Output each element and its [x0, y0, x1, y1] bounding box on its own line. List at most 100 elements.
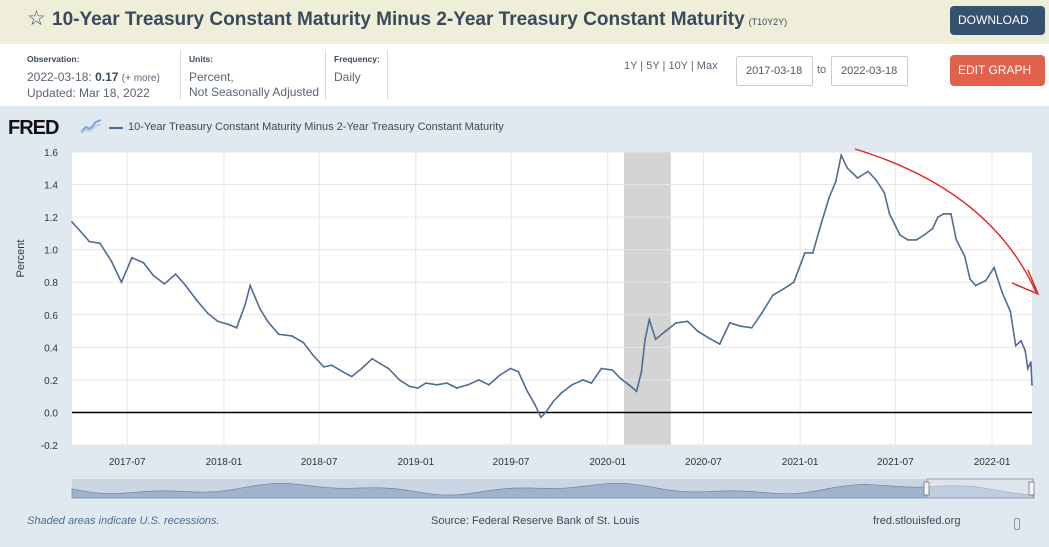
observation-date: 2022-03-18: — [27, 70, 92, 84]
data-point — [804, 252, 806, 254]
data-point — [739, 325, 742, 328]
data-point — [526, 390, 529, 393]
annotation-arrowhead — [1011, 269, 1040, 296]
navigator-area — [71, 482, 1035, 499]
data-point — [993, 266, 995, 269]
data-point — [330, 364, 333, 367]
data-point — [436, 383, 438, 386]
data-point — [820, 222, 823, 225]
data-point — [99, 242, 101, 245]
data-point — [828, 196, 830, 199]
data-point — [590, 382, 593, 384]
data-point — [1001, 291, 1003, 293]
data-point — [969, 278, 971, 280]
data-point — [1031, 383, 1033, 386]
units-label: Units: — [189, 54, 214, 64]
y-tick-label: -0.2 — [41, 441, 59, 452]
data-point — [371, 357, 374, 360]
data-point — [499, 374, 501, 376]
data-point — [750, 326, 753, 329]
data-point — [846, 167, 849, 170]
data-point — [322, 366, 325, 368]
data-point — [249, 284, 252, 287]
y-tick-label: 0.6 — [44, 311, 58, 322]
data-point — [312, 354, 315, 357]
navigator-handle-right[interactable] — [1028, 481, 1035, 496]
legend-swatch — [109, 127, 123, 129]
frequency-value: Daily — [334, 70, 361, 84]
y-tick-label: 0.8 — [44, 278, 58, 289]
data-point — [71, 221, 73, 223]
x-tick-label: 2019-07 — [493, 457, 530, 468]
y-tick-label: 1.2 — [44, 213, 58, 224]
data-point — [244, 304, 246, 306]
x-tick-label: 2022-01 — [974, 457, 1011, 468]
y-tick-label: 0.0 — [44, 408, 58, 419]
units-line2: Not Seasonally Adjusted — [189, 85, 320, 99]
data-point — [235, 326, 238, 329]
fullscreen-icon[interactable] — [1014, 518, 1020, 530]
data-point — [1020, 339, 1022, 342]
observation-block: Observation: 2022-03-18: 0.17 (+ more) U… — [27, 52, 160, 101]
data-point — [582, 379, 584, 381]
y-tick-label: 0.2 — [44, 376, 58, 387]
navigator-handle-left[interactable] — [923, 481, 930, 496]
start-date-input[interactable]: 2017-03-18 — [736, 56, 813, 86]
data-point — [760, 312, 763, 314]
data-point — [360, 367, 363, 370]
units-line1: Percent, — [189, 70, 234, 84]
data-point — [488, 383, 490, 386]
site-text: fred.stlouisfed.org — [873, 515, 961, 527]
observation-value: 0.17 — [95, 70, 119, 84]
updated-text: Updated: Mar 18, 2022 — [27, 86, 150, 100]
data-point — [771, 294, 774, 297]
data-point — [963, 255, 966, 258]
data-point — [686, 320, 689, 323]
y-tick-label: 1.0 — [44, 246, 58, 257]
y-axis-label: Percent — [15, 240, 27, 278]
edit-graph-button[interactable]: EDIT GRAPH ⚙ — [950, 55, 1045, 108]
data-point — [446, 382, 448, 384]
recession-note: Shaded areas indicate U.S. recessions. — [27, 515, 220, 527]
data-point — [955, 239, 958, 241]
data-point — [227, 323, 230, 326]
data-point — [174, 273, 177, 275]
data-point — [923, 234, 926, 236]
data-point — [258, 307, 261, 310]
data-point — [835, 180, 837, 183]
x-tick-label: 2018-07 — [301, 457, 338, 468]
data-point — [635, 390, 638, 393]
data-point — [552, 400, 555, 402]
data-point — [195, 299, 198, 301]
more-link[interactable]: (+ more) — [121, 73, 160, 84]
data-point — [398, 379, 401, 381]
data-point — [163, 283, 166, 285]
title-bar: ☆ 10-Year Treasury Constant Maturity Min… — [0, 0, 1049, 56]
recession-shading — [624, 152, 671, 445]
x-tick-label: 2020-07 — [685, 457, 722, 468]
data-point — [78, 229, 81, 232]
navigator-window[interactable] — [926, 478, 1034, 499]
data-point — [627, 383, 630, 386]
legend-label: 10-Year Treasury Constant Maturity Minus… — [128, 121, 504, 133]
data-point — [1009, 310, 1012, 313]
data-point — [984, 279, 987, 282]
data-point — [811, 252, 814, 254]
frequency-label: Frequency: — [334, 54, 380, 64]
data-point — [266, 320, 269, 323]
data-point — [277, 333, 280, 336]
divider — [325, 50, 326, 100]
data-point — [640, 370, 643, 373]
data-point — [875, 178, 877, 181]
data-point — [478, 379, 480, 381]
page-title: 10-Year Treasury Constant Maturity Minus… — [52, 9, 788, 30]
data-point — [867, 170, 869, 173]
range-links[interactable]: 1Y | 5Y | 10Y | Max — [624, 60, 718, 72]
download-button[interactable]: DOWNLOAD ⬇ — [950, 6, 1045, 56]
series-meta: Observation: 2022-03-18: 0.17 (+ more) U… — [0, 44, 1049, 106]
divider — [180, 50, 181, 100]
end-date-input[interactable]: 2022-03-18 — [831, 56, 908, 86]
data-point — [611, 369, 614, 371]
data-point — [387, 367, 390, 370]
star-icon[interactable]: ☆ — [27, 7, 46, 30]
